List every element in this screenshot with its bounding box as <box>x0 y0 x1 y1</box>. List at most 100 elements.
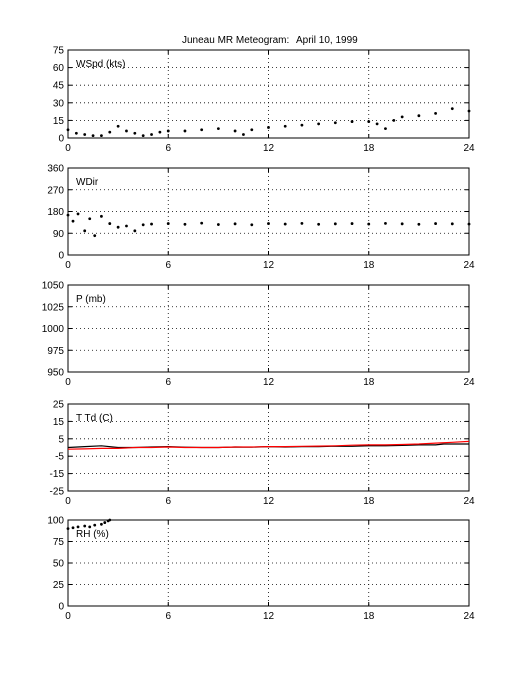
data-point <box>317 122 321 126</box>
data-point <box>83 229 87 233</box>
data-point <box>450 107 454 111</box>
data-point <box>350 120 354 123</box>
panel-2: 0 6 12 18 24 0 90 180 270 360 WDir <box>47 164 475 272</box>
data-point <box>125 129 128 133</box>
y-tick-label: 45 <box>53 81 65 92</box>
data-point <box>83 133 87 136</box>
x-tick-label: 18 <box>363 143 375 154</box>
panel-label: P (mb) <box>76 294 106 305</box>
x-tick-label: 24 <box>463 260 475 271</box>
data-point <box>71 219 75 223</box>
y-tick-label: 15 <box>53 417 65 428</box>
data-point <box>76 212 80 216</box>
data-point <box>183 129 187 133</box>
data-point <box>141 134 145 138</box>
panel-4: 0 6 12 18 24 -25 -15 -5 5 15 25 T Td (C) <box>50 400 475 508</box>
x-tick-label: 0 <box>65 611 71 622</box>
y-tick-label: 975 <box>47 346 64 357</box>
y-tick-label: 100 <box>47 516 64 527</box>
series-1 <box>66 212 471 238</box>
data-point <box>367 120 371 123</box>
data-point <box>108 222 112 225</box>
y-tick-label: 1000 <box>42 324 65 335</box>
data-point <box>434 111 437 115</box>
data-point <box>375 122 379 126</box>
data-point <box>200 221 204 225</box>
data-point <box>333 121 337 125</box>
y-tick-label: 270 <box>47 185 64 196</box>
panel-label: WSpd (kts) <box>76 59 125 70</box>
data-point <box>88 525 92 529</box>
x-tick-label: 18 <box>363 611 375 622</box>
data-point <box>384 127 387 131</box>
data-point <box>166 129 170 133</box>
data-point <box>103 521 107 524</box>
x-tick-label: 24 <box>463 377 475 388</box>
x-tick-label: 0 <box>65 377 71 388</box>
data-point <box>467 222 471 226</box>
data-point <box>242 133 245 136</box>
x-tick-label: 18 <box>363 377 375 388</box>
data-point <box>125 224 128 228</box>
data-point <box>76 525 80 529</box>
y-tick-label: 30 <box>53 98 65 109</box>
y-tick-label: 1025 <box>42 302 65 313</box>
data-point <box>417 222 421 226</box>
data-point <box>66 128 70 132</box>
x-tick-label: 12 <box>263 260 275 271</box>
data-point <box>434 222 437 225</box>
y-tick-label: -25 <box>50 487 65 498</box>
y-tick-label: 360 <box>47 164 64 175</box>
data-point <box>233 222 237 226</box>
data-point <box>417 114 421 118</box>
data-point <box>91 134 95 138</box>
x-tick-label: 12 <box>263 143 275 154</box>
panel-label: RH (%) <box>76 529 109 540</box>
y-tick-label: 90 <box>53 229 65 240</box>
series-2 <box>67 440 470 450</box>
x-tick-label: 0 <box>65 496 71 507</box>
panel-3: 0 6 12 18 24 950 975 1000 1025 1050 P (mb) <box>42 281 475 389</box>
data-point <box>150 133 153 136</box>
data-point <box>71 526 75 530</box>
data-point <box>93 234 97 238</box>
data-point <box>116 225 120 229</box>
data-point <box>166 222 170 225</box>
y-tick-label: 5 <box>58 434 64 445</box>
panel-1: 0 6 12 18 24 0 15 30 45 60 75 WSpd (kts) <box>53 46 475 155</box>
x-tick-label: 18 <box>363 496 375 507</box>
y-tick-label: 60 <box>53 63 65 74</box>
data-point <box>93 523 97 527</box>
series-1 <box>66 107 471 138</box>
panel-5: 0 6 12 18 24 0 25 50 75 100 RH (%) <box>47 516 475 623</box>
data-point <box>108 130 112 134</box>
data-point <box>283 124 287 128</box>
data-point <box>250 223 254 227</box>
data-point <box>133 229 137 233</box>
data-point <box>150 222 153 226</box>
x-tick-label: 12 <box>263 611 275 622</box>
data-point <box>467 109 471 113</box>
y-tick-label: 50 <box>53 559 65 570</box>
series-line <box>67 440 470 450</box>
data-point <box>350 222 354 225</box>
data-point <box>233 129 237 133</box>
figure-date: April 10, 1999 <box>296 35 358 46</box>
data-point <box>88 217 92 221</box>
x-tick-label: 6 <box>165 377 171 388</box>
y-tick-label: 15 <box>53 116 65 127</box>
data-point <box>450 222 454 226</box>
data-point <box>267 126 270 129</box>
x-tick-label: 24 <box>463 611 475 622</box>
y-tick-label: -15 <box>50 469 65 480</box>
x-tick-label: 0 <box>65 143 71 154</box>
y-tick-label: 0 <box>58 251 64 262</box>
data-point <box>300 221 304 225</box>
y-tick-label: 180 <box>47 207 64 218</box>
x-tick-label: 12 <box>263 377 275 388</box>
data-point <box>108 518 112 522</box>
data-point <box>317 222 321 226</box>
data-point <box>216 127 220 131</box>
x-tick-label: 0 <box>65 260 71 271</box>
